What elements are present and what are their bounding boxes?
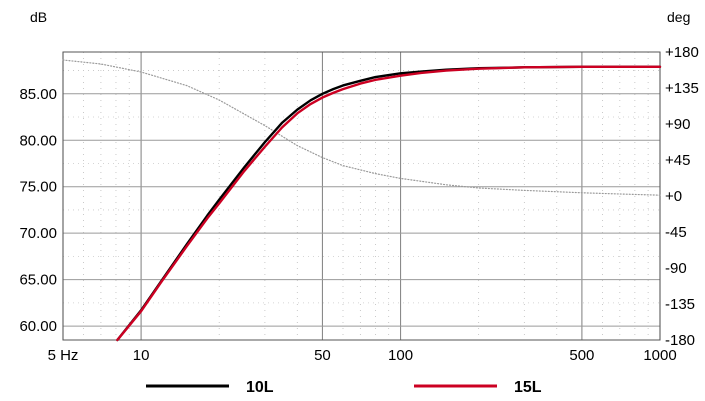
y-tick-label: 75.00 xyxy=(19,179,57,196)
legend-label-10l: 10L xyxy=(246,379,274,396)
y-axis-unit-label: dB xyxy=(30,9,47,25)
y-tick-label: 65.00 xyxy=(19,272,57,289)
x-tick-label: 50 xyxy=(314,347,331,364)
y2-axis-unit-label: deg xyxy=(667,9,690,25)
y-tick-label: 60.00 xyxy=(19,318,57,335)
tick-labels: 5 Hz 10 50 100 500 1000 60.00 65.00 70.00 75.00 80… xyxy=(19,44,698,364)
x-tick-label: 100 xyxy=(388,347,413,364)
y2-tick-label: -180 xyxy=(665,332,695,349)
y2-tick-label: -135 xyxy=(665,296,695,313)
y-tick-label: 80.00 xyxy=(19,132,57,149)
minor-gridlines xyxy=(63,52,660,340)
legend: 10L 15L xyxy=(146,379,542,396)
x-tick-label: 1000 xyxy=(643,347,676,364)
y2-tick-label: +0 xyxy=(665,188,682,205)
x-tick-label: 10 xyxy=(133,347,150,364)
x-tick-label: 5 Hz xyxy=(48,347,79,364)
y-tick-label: 85.00 xyxy=(19,86,57,103)
y2-tick-label: +90 xyxy=(665,116,690,133)
y2-tick-label: +45 xyxy=(665,152,690,169)
y2-tick-label: -90 xyxy=(665,260,687,277)
y2-tick-label: +180 xyxy=(665,44,699,61)
y-tick-label: 70.00 xyxy=(19,225,57,242)
y2-tick-label: +135 xyxy=(665,80,699,97)
legend-label-15l: 15L xyxy=(514,379,542,396)
y2-tick-label: -45 xyxy=(665,224,687,241)
phase-curve xyxy=(62,59,661,196)
series-line-15l xyxy=(116,65,662,342)
x-tick-label: 500 xyxy=(569,347,594,364)
plot-frame xyxy=(62,51,661,341)
series-layer xyxy=(62,59,662,342)
